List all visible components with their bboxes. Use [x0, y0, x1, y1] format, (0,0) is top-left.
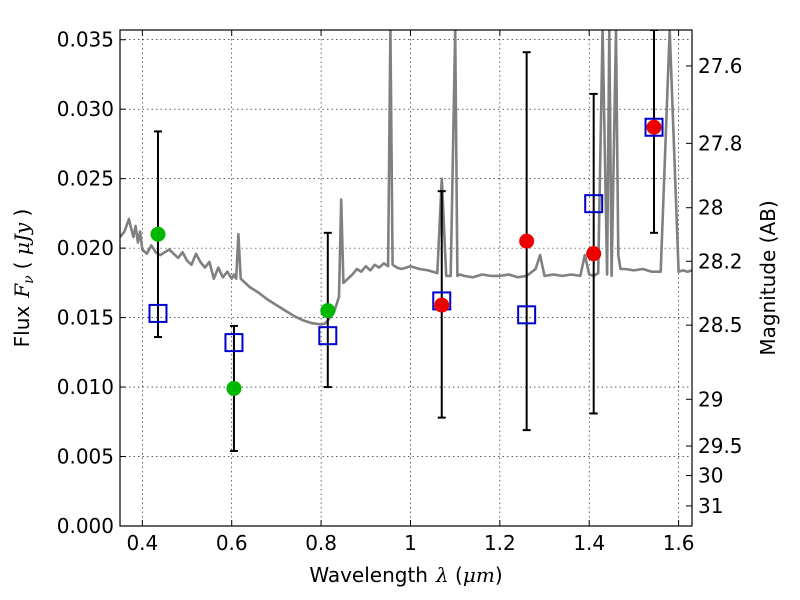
model-square-point [644, 117, 664, 137]
x-tick-label: 1.6 [663, 531, 695, 555]
spectrum-layer [120, 30, 692, 326]
magnitude-tick-label: 31 [698, 494, 723, 518]
x-tick-label: 1.4 [573, 531, 605, 555]
y-tick-label: 0.030 [57, 97, 114, 121]
plot-frame [119, 29, 693, 527]
y-tick-label: 0.005 [57, 445, 114, 469]
x-tick-label: 1 [404, 531, 417, 555]
magnitude-tick-label: 28 [698, 196, 723, 220]
observed-point [646, 119, 662, 135]
magnitude-tick-label: 28.5 [698, 313, 743, 337]
magnitude-tick-label: 30 [698, 464, 723, 488]
model-square-point [148, 303, 168, 323]
y-tick-label: 0.015 [57, 306, 114, 330]
y-tick-label: 0.025 [57, 167, 114, 191]
marker-layer [148, 117, 664, 396]
x-tick-label: 0.6 [216, 531, 248, 555]
magnitude-axis-label: Magnitude (AB) [756, 200, 780, 355]
observed-point [150, 226, 166, 242]
spectrum-line [120, 30, 692, 326]
observed-point [226, 380, 242, 396]
y-axis-label: FluxFν( μJy ) [10, 209, 37, 348]
x-tick-label: 1.2 [484, 531, 516, 555]
model-square-point [517, 305, 537, 325]
observed-point [434, 297, 450, 313]
tick-layer: 0.4 0.6 0.8 1 1.2 1.4 1.6 0.000 0.005 0.010 0.015 0… [57, 28, 743, 555]
y-tick-label: 0.035 [57, 28, 114, 52]
observed-point [586, 246, 602, 262]
x-tick-label: 0.8 [305, 531, 337, 555]
model-square-point [584, 194, 604, 214]
magnitude-tick-label: 29 [698, 387, 723, 411]
model-square-point [224, 333, 244, 353]
y-tick-label: 0.020 [57, 236, 114, 260]
model-square-point [318, 326, 338, 346]
observed-point [519, 233, 535, 249]
magnitude-tick-label: 27.8 [698, 131, 743, 155]
y-tick-label: 0.010 [57, 375, 114, 399]
magnitude-tick-label: 27.6 [698, 54, 743, 78]
observed-point [320, 303, 336, 319]
y-tick-label: 0.000 [57, 514, 114, 538]
magnitude-tick-label: 29.5 [698, 434, 743, 458]
grid [120, 30, 692, 527]
x-tick-label: 0.4 [126, 531, 158, 555]
magnitude-tick-label: 28.2 [698, 249, 743, 273]
x-axis-label: Wavelength λ (μm) [309, 563, 502, 587]
